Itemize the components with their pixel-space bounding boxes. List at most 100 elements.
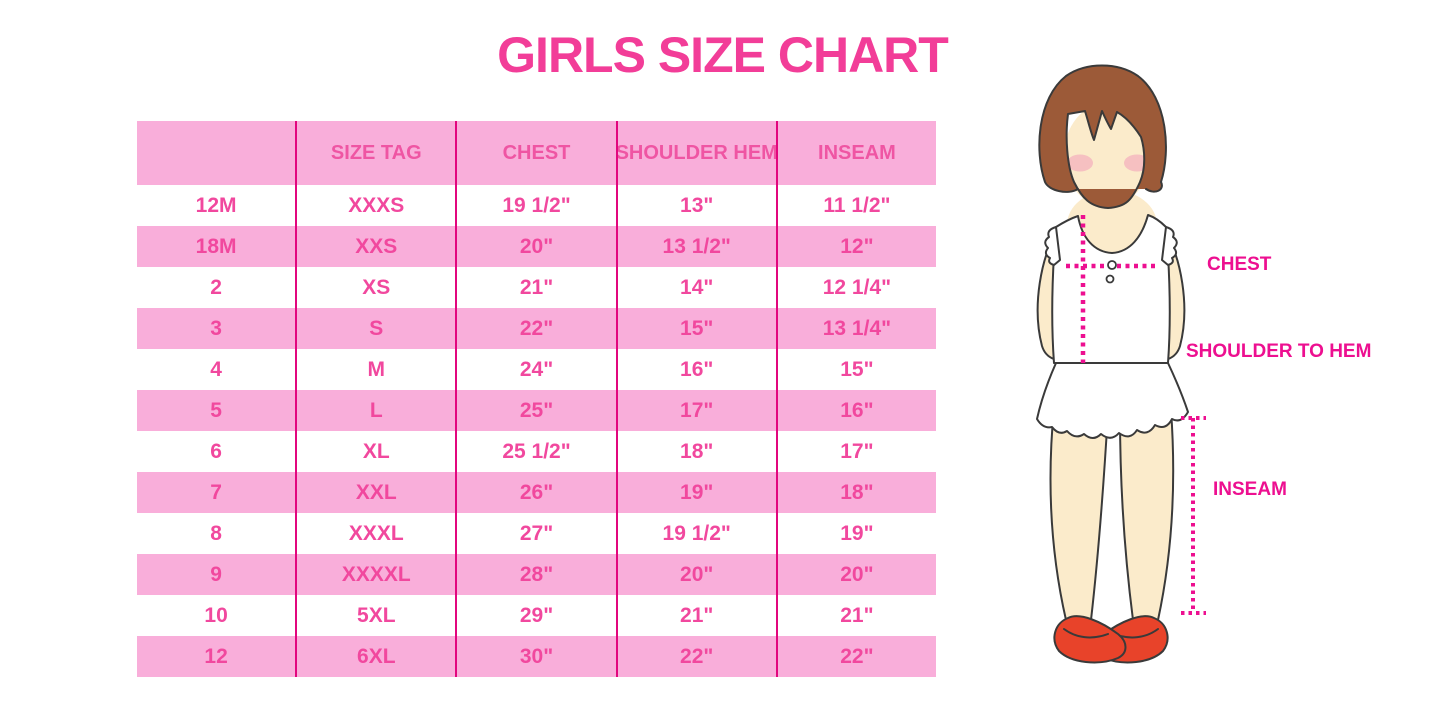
cell-inseam: 20" — [840, 562, 874, 586]
cell-shoulder-hem: 21" — [618, 595, 778, 636]
shoe-left — [1053, 615, 1127, 664]
cell-inseam: 13 1/4" — [822, 316, 892, 340]
cell-size: 8 — [137, 513, 298, 554]
hair-outline — [1038, 64, 1167, 193]
cell-size: 5 — [137, 390, 298, 431]
cell-inseam: 16" — [840, 398, 874, 422]
cell-inseam: 22" — [840, 644, 874, 668]
table-row: 7 XXL 26" 19" 18" — [137, 472, 936, 513]
hair-bangs-face-outline — [1065, 110, 1146, 209]
cell-chest: 29" — [457, 595, 618, 636]
header-cell-inseam: INSEAM — [818, 141, 896, 164]
cell-shoulder-hem: 13" — [618, 185, 778, 226]
cell-shoulder-hem: 18" — [618, 431, 778, 472]
cell-size: 6 — [137, 431, 298, 472]
table-row: 3 S 22" 15" 13 1/4" — [137, 308, 936, 349]
shoulder-to-hem-label: SHOULDER TO HEM — [1186, 341, 1372, 362]
shoulder-ruffle-right — [1161, 226, 1178, 266]
cell-shoulder-hem: 20" — [618, 554, 778, 595]
inseam-label: INSEAM — [1213, 479, 1287, 500]
button-bottom — [1105, 274, 1115, 284]
cell-chest: 22" — [457, 308, 618, 349]
cell-shoulder-hem: 13 1/2" — [618, 226, 778, 267]
header-cell-blank — [137, 121, 298, 185]
leg-right — [1119, 409, 1175, 621]
face-shape — [1064, 103, 1150, 207]
cell-shoulder-hem: 19" — [618, 472, 778, 513]
table-row: 2 XS 21" 14" 12 1/4" — [137, 267, 936, 308]
size-table: SIZE TAG CHEST SHOULDER HEM INSEAM 12M X… — [137, 121, 936, 677]
header-cell-chest: CHEST — [457, 121, 618, 185]
cell-size: 12M — [137, 185, 298, 226]
cell-size: 3 — [137, 308, 298, 349]
table-row: 9 XXXXL 28" 20" 20" — [137, 554, 936, 595]
cell-shoulder-hem: 15" — [618, 308, 778, 349]
table-header-row: SIZE TAG CHEST SHOULDER HEM INSEAM — [137, 121, 936, 185]
cell-chest: 26" — [457, 472, 618, 513]
cell-shoulder-hem: 14" — [618, 267, 778, 308]
cell-size: 12 — [137, 636, 298, 677]
cell-chest: 20" — [457, 226, 618, 267]
table-row: 6 XL 25 1/2" 18" 17" — [137, 431, 936, 472]
cell-chest: 27" — [457, 513, 618, 554]
cell-inseam: 19" — [840, 521, 874, 545]
cell-chest: 28" — [457, 554, 618, 595]
cell-chest: 30" — [457, 636, 618, 677]
table-row: 8 XXXL 27" 19 1/2" 19" — [137, 513, 936, 554]
cell-size: 10 — [137, 595, 298, 636]
skirt — [1036, 362, 1189, 439]
cell-inseam: 12 1/4" — [822, 275, 892, 299]
cell-chest: 21" — [457, 267, 618, 308]
girl-figure-svg — [1036, 64, 1206, 664]
cell-size-tag: XXS — [297, 226, 458, 267]
cell-size-tag: XXXXL — [297, 554, 458, 595]
cell-size-tag: 6XL — [297, 636, 458, 677]
button-top — [1107, 260, 1117, 270]
cell-chest: 24" — [457, 349, 618, 390]
shoulder-ruffle-left — [1044, 226, 1061, 266]
cell-size-tag: L — [297, 390, 458, 431]
header-cell-shoulder-hem: SHOULDER HEM — [618, 121, 778, 185]
page-title: GIRLS SIZE CHART — [497, 27, 949, 83]
blush-left — [1067, 154, 1093, 172]
header-cell-size-tag: SIZE TAG — [297, 121, 458, 185]
cell-chest: 25" — [457, 390, 618, 431]
cell-chest: 25 1/2" — [457, 431, 618, 472]
cell-inseam: 17" — [840, 439, 874, 463]
cell-size-tag: 5XL — [297, 595, 458, 636]
cell-size-tag: M — [297, 349, 458, 390]
cell-size: 4 — [137, 349, 298, 390]
table-row: 10 5XL 29" 21" 21" — [137, 595, 936, 636]
cell-size-tag: XL — [297, 431, 458, 472]
table-row: 5 L 25" 17" 16" — [137, 390, 936, 431]
cell-size-tag: XS — [297, 267, 458, 308]
cell-size-tag: S — [297, 308, 458, 349]
cell-size: 7 — [137, 472, 298, 513]
girl-illustration: CHEST SHOULDER TO HEM INSEAM — [990, 60, 1445, 723]
cell-inseam: 18" — [840, 480, 874, 504]
cell-shoulder-hem: 16" — [618, 349, 778, 390]
size-table-body: 12M XXXS 19 1/2" 13" 11 1/2" 18M XXS 20"… — [137, 185, 936, 677]
cell-inseam: 15" — [840, 357, 874, 381]
shoe-left-strap — [1063, 628, 1109, 639]
table-row: 12M XXXS 19 1/2" 13" 11 1/2" — [137, 185, 936, 226]
table-row: 18M XXS 20" 13 1/2" 12" — [137, 226, 936, 267]
chest-label: CHEST — [1207, 254, 1272, 275]
cell-size-tag: XXL — [297, 472, 458, 513]
table-row: 4 M 24" 16" 15" — [137, 349, 936, 390]
cell-shoulder-hem: 22" — [618, 636, 778, 677]
cell-shoulder-hem: 17" — [618, 390, 778, 431]
cell-chest: 19 1/2" — [457, 185, 618, 226]
cell-size-tag: XXXS — [297, 185, 458, 226]
cell-size: 2 — [137, 267, 298, 308]
cell-size: 9 — [137, 554, 298, 595]
cell-size-tag: XXXL — [297, 513, 458, 554]
cell-shoulder-hem: 19 1/2" — [618, 513, 778, 554]
leg-left — [1049, 407, 1109, 621]
cell-inseam: 11 1/2" — [823, 193, 891, 217]
cell-inseam: 21" — [840, 603, 874, 627]
table-row: 12 6XL 30" 22" 22" — [137, 636, 936, 677]
cell-inseam: 12" — [840, 234, 874, 258]
cell-size: 18M — [137, 226, 298, 267]
